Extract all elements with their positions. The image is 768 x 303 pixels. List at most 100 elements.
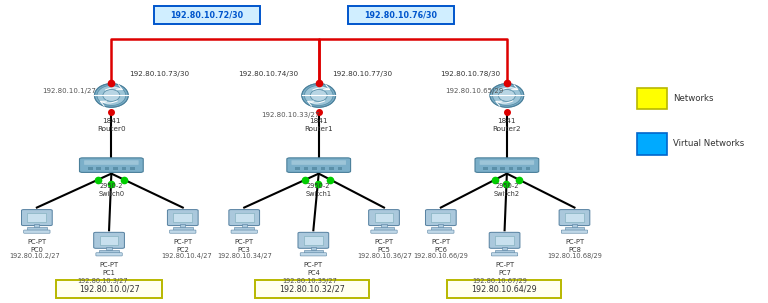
Bar: [501, 167, 505, 170]
Bar: [432, 213, 450, 222]
Bar: [154, 6, 260, 24]
Ellipse shape: [492, 85, 521, 105]
Text: 192.80.10.34/27: 192.80.10.34/27: [217, 253, 272, 259]
FancyBboxPatch shape: [292, 160, 346, 165]
Text: PC-PT
PC0: PC-PT PC0: [28, 239, 46, 253]
Bar: [565, 213, 584, 222]
Bar: [508, 167, 513, 170]
Ellipse shape: [97, 85, 126, 105]
FancyBboxPatch shape: [298, 232, 329, 248]
Text: 2950-2
Switch2: 2950-2 Switch2: [494, 183, 520, 197]
Text: 192.80.10.33/27: 192.80.10.33/27: [261, 112, 319, 118]
FancyBboxPatch shape: [84, 160, 138, 165]
Bar: [295, 167, 300, 170]
FancyBboxPatch shape: [94, 232, 124, 248]
FancyBboxPatch shape: [489, 232, 520, 248]
Bar: [382, 224, 386, 228]
Ellipse shape: [94, 84, 128, 107]
FancyBboxPatch shape: [479, 160, 535, 165]
Bar: [329, 167, 333, 170]
Text: 192.80.10.77/30: 192.80.10.77/30: [332, 71, 392, 77]
Text: PC-PT
PC7: PC-PT PC7: [495, 262, 514, 276]
Bar: [35, 224, 39, 228]
Bar: [348, 6, 454, 24]
Text: Networks: Networks: [673, 94, 713, 103]
FancyBboxPatch shape: [492, 253, 518, 256]
Bar: [374, 227, 394, 230]
FancyBboxPatch shape: [371, 230, 397, 233]
Ellipse shape: [304, 85, 333, 105]
Bar: [492, 167, 497, 170]
Bar: [180, 224, 185, 228]
Text: 192.80.10.68/29: 192.80.10.68/29: [548, 253, 602, 259]
Bar: [447, 280, 561, 298]
FancyBboxPatch shape: [24, 230, 50, 233]
Bar: [28, 213, 46, 222]
Text: 192.80.10.74/30: 192.80.10.74/30: [238, 71, 298, 77]
Text: 192.80.10.3/27: 192.80.10.3/27: [77, 278, 127, 284]
Bar: [439, 224, 443, 228]
Text: 192.80.10.0/27: 192.80.10.0/27: [78, 284, 140, 293]
Text: PC-PT
PC4: PC-PT PC4: [304, 262, 323, 276]
FancyBboxPatch shape: [300, 253, 326, 256]
Bar: [502, 247, 507, 251]
Bar: [495, 236, 514, 245]
Text: 192.80.10.2/27: 192.80.10.2/27: [9, 253, 60, 259]
Text: 1841
Router1: 1841 Router1: [304, 118, 333, 132]
Text: 192.80.10.67/29: 192.80.10.67/29: [472, 278, 527, 284]
Text: 192.80.10.35/27: 192.80.10.35/27: [283, 278, 337, 284]
Text: PC-PT
PC5: PC-PT PC5: [375, 239, 393, 253]
Bar: [484, 167, 488, 170]
Bar: [100, 236, 118, 245]
Bar: [518, 167, 522, 170]
Bar: [637, 88, 667, 109]
Bar: [337, 167, 342, 170]
Bar: [99, 250, 119, 253]
FancyBboxPatch shape: [79, 158, 143, 172]
Text: 192.80.10.32/27: 192.80.10.32/27: [279, 284, 345, 293]
Text: 192.80.10.72/30: 192.80.10.72/30: [170, 11, 243, 20]
FancyBboxPatch shape: [475, 158, 538, 172]
Bar: [311, 247, 316, 251]
FancyBboxPatch shape: [231, 230, 257, 233]
FancyBboxPatch shape: [167, 210, 198, 225]
Text: 2950-2
Switch1: 2950-2 Switch1: [306, 183, 332, 197]
FancyBboxPatch shape: [428, 230, 454, 233]
Text: 192.80.10.66/29: 192.80.10.66/29: [413, 253, 468, 259]
FancyBboxPatch shape: [96, 253, 122, 256]
Text: 192.80.10.4/27: 192.80.10.4/27: [161, 253, 212, 259]
Bar: [121, 167, 126, 170]
Text: PC-PT
PC6: PC-PT PC6: [432, 239, 450, 253]
Text: 192.80.10.1/27: 192.80.10.1/27: [42, 88, 96, 94]
Text: PC-PT
PC1: PC-PT PC1: [100, 262, 118, 276]
Text: 1841
Router2: 1841 Router2: [492, 118, 521, 132]
Text: Virtual Networks: Virtual Networks: [673, 139, 744, 148]
Bar: [303, 250, 323, 253]
Bar: [96, 167, 101, 170]
Bar: [431, 227, 451, 230]
FancyBboxPatch shape: [559, 210, 590, 225]
FancyBboxPatch shape: [561, 230, 588, 233]
Bar: [56, 280, 162, 298]
Bar: [572, 224, 577, 228]
Bar: [174, 213, 192, 222]
FancyBboxPatch shape: [229, 210, 260, 225]
Bar: [173, 227, 193, 230]
Bar: [130, 167, 135, 170]
FancyBboxPatch shape: [369, 210, 399, 225]
Bar: [375, 213, 393, 222]
Bar: [495, 250, 515, 253]
Text: PC-PT
PC3: PC-PT PC3: [235, 239, 253, 253]
Bar: [255, 280, 369, 298]
FancyBboxPatch shape: [170, 230, 196, 233]
FancyBboxPatch shape: [22, 210, 52, 225]
Text: 2950-2
Switch0: 2950-2 Switch0: [98, 183, 124, 197]
FancyBboxPatch shape: [287, 158, 350, 172]
Ellipse shape: [310, 89, 327, 102]
Bar: [304, 167, 309, 170]
Text: PC-PT
PC8: PC-PT PC8: [565, 239, 584, 253]
Bar: [88, 167, 92, 170]
Ellipse shape: [302, 84, 336, 107]
Bar: [312, 167, 316, 170]
Text: 192.80.10.73/30: 192.80.10.73/30: [129, 71, 189, 77]
